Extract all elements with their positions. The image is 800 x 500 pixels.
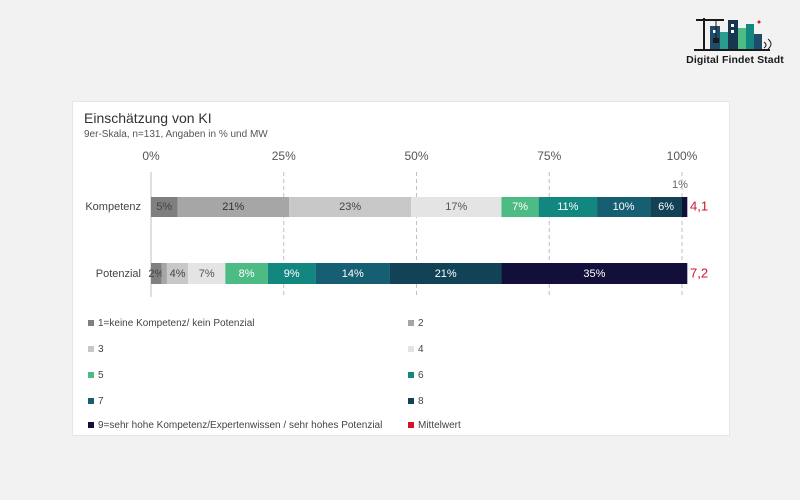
city-skyline-logo-icon: [694, 18, 772, 51]
legend-item: 1=keine Kompetenz/ kein Potenzial: [88, 316, 255, 330]
legend-label: 8: [418, 395, 424, 407]
legend-item: 5: [88, 368, 104, 382]
bar-segment: [538, 197, 598, 217]
data-label: 9%: [284, 268, 300, 280]
mean-value-label: 4,1: [690, 198, 708, 213]
legend-item: Mittelwert: [408, 418, 461, 432]
legend-label: 1=keine Kompetenz/ kein Potenzial: [98, 317, 255, 329]
x-tick-label: 50%: [404, 149, 428, 163]
legend-swatch: [408, 398, 414, 404]
data-label: 17%: [445, 201, 467, 213]
bar-segment: [389, 263, 502, 284]
bar-segment: [411, 197, 502, 217]
bar-segment: [597, 197, 651, 217]
data-label: 5%: [156, 201, 172, 213]
legend-label: 3: [98, 343, 104, 355]
x-tick-label: 100%: [667, 149, 698, 163]
data-label: 23%: [339, 201, 361, 213]
legend-item: 3: [88, 342, 104, 356]
mean-value-label: 7,2: [690, 265, 708, 280]
data-label: 6%: [658, 201, 674, 213]
bar-segment: [177, 197, 290, 217]
legend-swatch: [88, 422, 94, 428]
data-label: 7%: [199, 268, 215, 280]
data-label: 7%: [512, 201, 528, 213]
legend-item: 4: [408, 342, 424, 356]
data-label: 21%: [435, 268, 457, 280]
legend-label: 7: [98, 395, 104, 407]
bar-segment: [501, 263, 688, 284]
legend-label: 9=sehr hohe Kompetenz/Expertenwissen / s…: [98, 419, 383, 431]
x-tick-label: 75%: [537, 149, 561, 163]
data-label: 10%: [613, 201, 635, 213]
data-label: 11%: [557, 201, 578, 213]
legend-swatch: [408, 372, 414, 378]
legend-label: 2: [418, 317, 424, 329]
legend-item: 8: [408, 394, 424, 408]
x-tick-label: 25%: [272, 149, 296, 163]
bar-segment: [151, 263, 162, 284]
brand-logo-text: Digital Findet Stadt: [686, 54, 784, 66]
bar-segment: [650, 197, 682, 217]
legend-item: 6: [408, 368, 424, 382]
bar-segment: [151, 197, 178, 217]
bar-segment: [161, 263, 167, 284]
data-label: 8%: [239, 268, 255, 280]
legend-label: 5: [98, 369, 104, 381]
bar-segment: [166, 263, 189, 284]
x-tick-label: 0%: [142, 149, 160, 163]
legend-swatch: [408, 422, 414, 428]
category-label: Kompetenz: [85, 201, 141, 213]
bar-segment: [289, 197, 412, 217]
bar-segment: [501, 197, 539, 217]
legend-swatch: [408, 346, 414, 352]
data-label: 21%: [222, 201, 244, 213]
data-label: 4%: [170, 268, 186, 280]
legend-swatch: [88, 372, 94, 378]
legend-item: 7: [88, 394, 104, 408]
legend-label: 6: [418, 369, 424, 381]
legend-swatch: [408, 320, 414, 326]
bar-segment: [188, 263, 226, 284]
brand-logo: Digital Findet Stadt: [680, 10, 790, 72]
legend-swatch: [88, 320, 94, 326]
chart-subtitle: 9er-Skala, n=131, Angaben in % und MW: [84, 129, 268, 140]
data-label: 35%: [583, 268, 605, 280]
data-label: 1%: [672, 179, 688, 191]
bar-segment: [225, 263, 268, 284]
data-label: 14%: [342, 268, 364, 280]
legend-swatch: [88, 398, 94, 404]
data-label: 2%: [148, 268, 164, 280]
legend-item: 9=sehr hohe Kompetenz/Expertenwissen / s…: [88, 418, 382, 432]
bar-segment: [267, 263, 316, 284]
legend-label: 4: [418, 343, 424, 355]
legend-swatch: [88, 346, 94, 352]
legend-label: Mittelwert: [418, 419, 461, 431]
chart-title: Einschätzung von KI: [84, 110, 212, 126]
bar-segment: [682, 197, 688, 217]
category-label: Potenzial: [96, 268, 141, 280]
bar-segment: [315, 263, 390, 284]
legend-item: 2: [408, 316, 424, 330]
